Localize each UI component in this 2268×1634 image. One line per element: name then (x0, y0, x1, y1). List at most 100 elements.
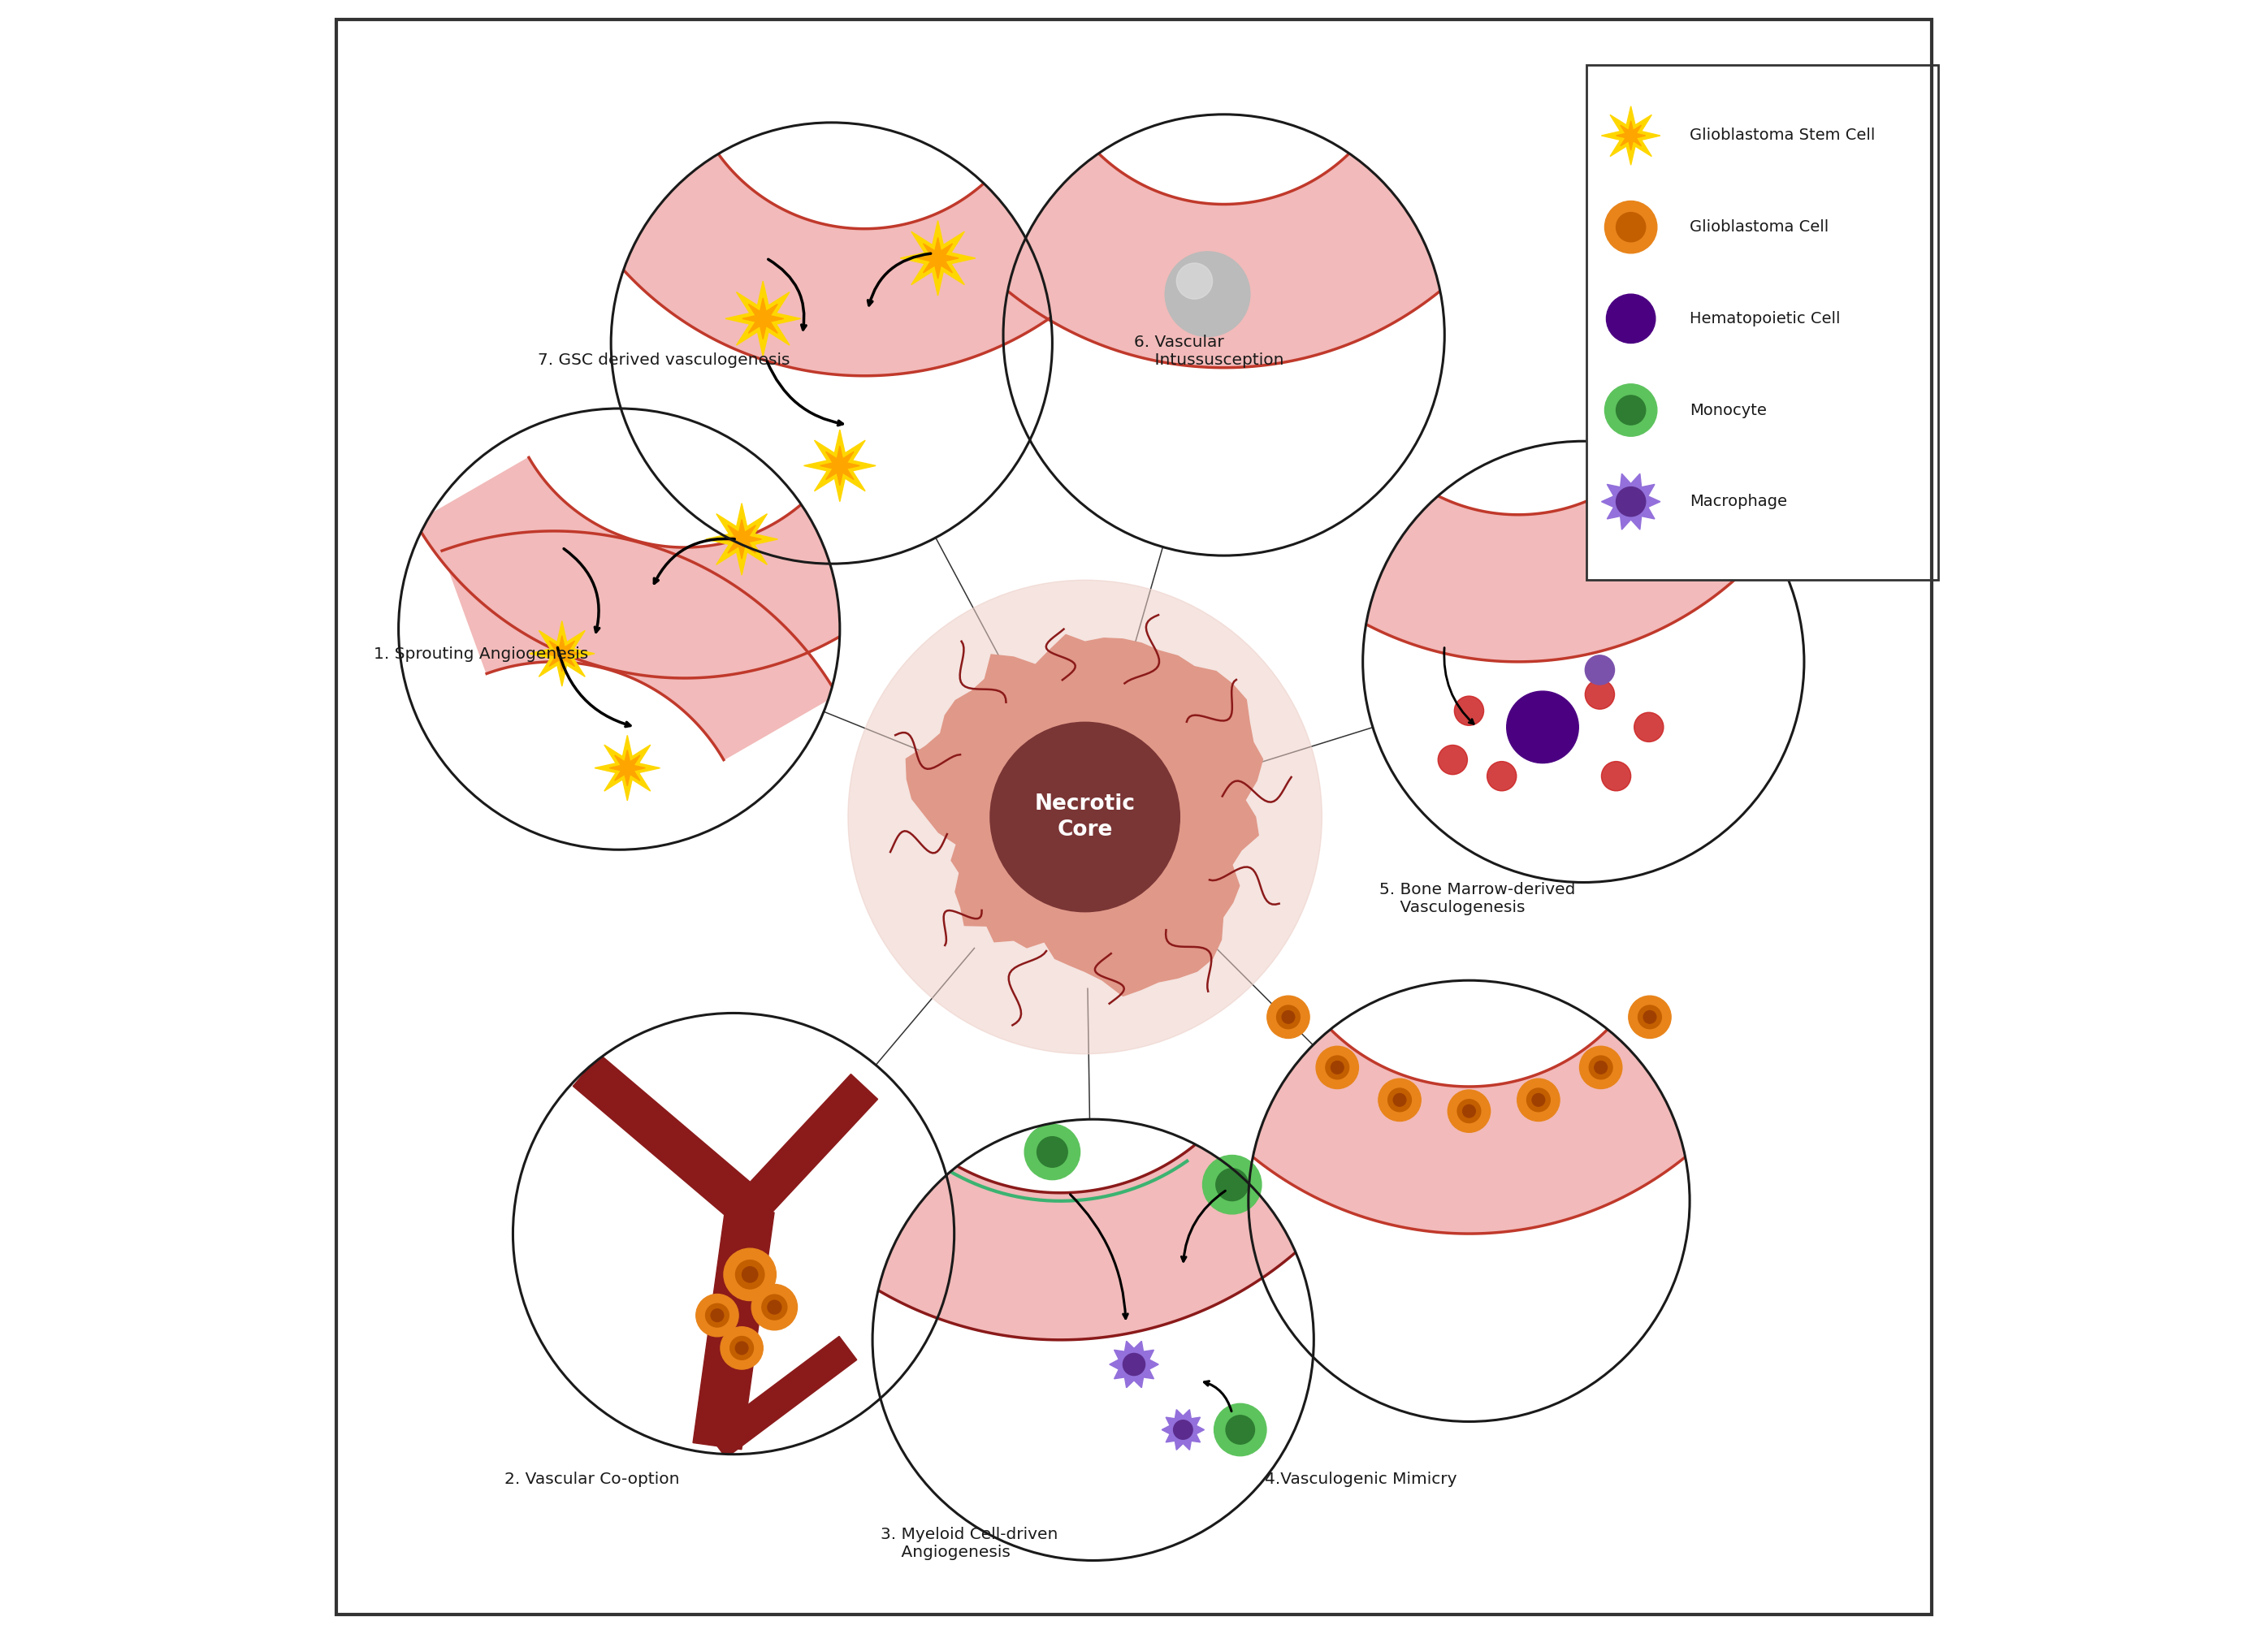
Circle shape (1606, 384, 1658, 436)
Text: Monocyte: Monocyte (1690, 402, 1767, 418)
Circle shape (1281, 1011, 1295, 1023)
Text: 2. Vascular Co-option: 2. Vascular Co-option (506, 1472, 680, 1487)
Text: Macrophage: Macrophage (1690, 493, 1787, 510)
Circle shape (1216, 1168, 1247, 1201)
Circle shape (1601, 761, 1631, 791)
Circle shape (1606, 201, 1658, 253)
Circle shape (1002, 114, 1445, 556)
Polygon shape (1161, 1410, 1204, 1449)
Circle shape (1025, 1124, 1080, 1180)
Circle shape (1166, 252, 1250, 337)
Polygon shape (785, 1118, 1315, 1340)
Circle shape (399, 408, 839, 850)
Circle shape (1644, 1011, 1656, 1023)
Circle shape (1247, 980, 1690, 1422)
Circle shape (1036, 1137, 1068, 1167)
Circle shape (1590, 1056, 1613, 1078)
Circle shape (1520, 729, 1549, 758)
Polygon shape (594, 735, 660, 801)
Circle shape (1177, 263, 1213, 299)
Polygon shape (1601, 474, 1660, 529)
Circle shape (1617, 487, 1647, 516)
Circle shape (1277, 1005, 1300, 1029)
Polygon shape (528, 621, 594, 686)
Polygon shape (610, 750, 646, 786)
Circle shape (696, 1294, 739, 1337)
Text: 1. Sprouting Angiogenesis: 1. Sprouting Angiogenesis (374, 647, 590, 662)
Circle shape (1463, 1105, 1476, 1118)
Text: Glioblastoma Cell: Glioblastoma Cell (1690, 219, 1828, 235)
Circle shape (723, 1248, 776, 1301)
Circle shape (735, 1342, 748, 1355)
Circle shape (1506, 691, 1579, 763)
Polygon shape (1617, 121, 1647, 150)
Polygon shape (574, 1054, 764, 1226)
Polygon shape (721, 520, 762, 559)
Polygon shape (742, 297, 785, 340)
Circle shape (991, 722, 1179, 912)
Circle shape (1617, 212, 1647, 242)
Circle shape (1637, 1005, 1662, 1029)
Circle shape (742, 1266, 758, 1283)
Circle shape (1617, 395, 1647, 425)
Polygon shape (1250, 438, 1769, 662)
Polygon shape (544, 636, 581, 672)
Circle shape (1454, 696, 1483, 725)
Circle shape (735, 1260, 764, 1289)
Polygon shape (415, 458, 885, 678)
Circle shape (1331, 1060, 1343, 1074)
Text: Necrotic
Core: Necrotic Core (1034, 794, 1136, 840)
Circle shape (705, 1304, 728, 1327)
Circle shape (1123, 1353, 1145, 1376)
Circle shape (1458, 1100, 1481, 1123)
Text: 6. Vascular
    Intussusception: 6. Vascular Intussusception (1134, 335, 1284, 368)
Circle shape (751, 1284, 798, 1330)
Circle shape (1438, 745, 1467, 775)
Circle shape (1393, 1093, 1406, 1106)
Polygon shape (708, 1337, 857, 1458)
Text: Hematopoietic Cell: Hematopoietic Cell (1690, 310, 1839, 327)
Circle shape (1533, 1093, 1545, 1106)
Circle shape (1447, 1090, 1490, 1132)
Circle shape (1202, 1155, 1261, 1214)
Circle shape (1606, 294, 1656, 343)
Circle shape (1388, 1088, 1411, 1111)
Circle shape (873, 1119, 1313, 1560)
Text: 7. GSC derived vasculogenesis: 7. GSC derived vasculogenesis (538, 353, 789, 368)
Circle shape (1585, 655, 1615, 685)
Circle shape (1225, 1415, 1254, 1444)
Circle shape (848, 580, 1322, 1054)
Polygon shape (726, 281, 801, 356)
Circle shape (1268, 995, 1309, 1038)
Circle shape (1315, 1046, 1359, 1088)
Polygon shape (916, 237, 959, 279)
Circle shape (610, 123, 1052, 564)
Circle shape (1635, 712, 1662, 742)
Circle shape (1173, 1420, 1193, 1440)
Polygon shape (596, 152, 1116, 376)
Circle shape (1363, 441, 1803, 882)
Circle shape (1585, 680, 1615, 709)
Circle shape (1526, 1088, 1549, 1111)
Circle shape (1488, 761, 1517, 791)
Text: 3. Myeloid Cell-driven
    Angiogenesis: 3. Myeloid Cell-driven Angiogenesis (880, 1528, 1059, 1560)
Circle shape (730, 1337, 753, 1359)
Text: 5. Bone Marrow-derived
    Vasculogenesis: 5. Bone Marrow-derived Vasculogenesis (1379, 882, 1576, 915)
Polygon shape (442, 531, 837, 760)
Polygon shape (705, 503, 778, 575)
Circle shape (767, 1301, 780, 1314)
Circle shape (513, 1013, 955, 1454)
Polygon shape (912, 100, 1535, 368)
Circle shape (1325, 1056, 1349, 1078)
Polygon shape (737, 1074, 878, 1222)
Circle shape (1594, 1060, 1608, 1074)
Circle shape (1628, 995, 1672, 1038)
Polygon shape (900, 221, 975, 296)
Polygon shape (803, 430, 875, 502)
Circle shape (710, 1309, 723, 1322)
Polygon shape (1601, 106, 1660, 165)
Circle shape (1379, 1078, 1420, 1121)
Circle shape (721, 1327, 762, 1369)
Circle shape (762, 1294, 787, 1320)
Text: Glioblastoma Stem Cell: Glioblastoma Stem Cell (1690, 127, 1876, 144)
